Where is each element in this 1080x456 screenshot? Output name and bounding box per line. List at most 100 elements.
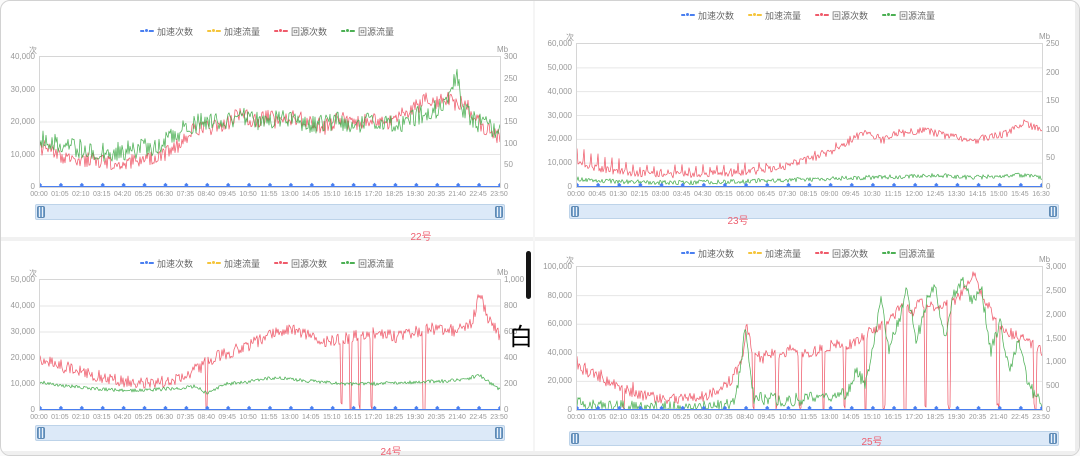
series-marker-diamond-icon bbox=[1018, 182, 1024, 187]
x-axis-tick: 06:00 bbox=[736, 191, 754, 198]
y-axis-unit-right: Mb bbox=[1039, 32, 1051, 41]
data-zoom-scrollbar[interactable] bbox=[35, 204, 505, 220]
series-marker-diamond-icon bbox=[142, 182, 147, 187]
legend-item-加速流量[interactable]: 加速流量 bbox=[206, 257, 260, 269]
series-marker-diamond-icon bbox=[680, 182, 685, 187]
y-axis-tick-right: 0 bbox=[504, 182, 509, 191]
legend-item-回源次数[interactable]: 回源次数 bbox=[274, 257, 327, 269]
legend-item-回源流量[interactable]: 回源流量 bbox=[882, 9, 935, 21]
series-marker-diamond-icon bbox=[891, 405, 897, 410]
series-marker-diamond-icon bbox=[659, 405, 664, 410]
series-line-回源流量 bbox=[40, 68, 500, 162]
legend-item-回源流量[interactable]: 回源流量 bbox=[341, 25, 394, 37]
data-zoom-scrollbar[interactable] bbox=[569, 204, 1059, 219]
x-axis-tick: 05:25 bbox=[134, 191, 153, 198]
x-axis-tick: 02:10 bbox=[72, 191, 90, 198]
legend-label: 加速流量 bbox=[223, 26, 260, 37]
annotation-character: 白 bbox=[509, 324, 533, 351]
series-line-回源次数 bbox=[40, 294, 500, 410]
y-axis-tick-right: 600 bbox=[504, 327, 518, 336]
y-axis-tick-right: 300 bbox=[504, 52, 518, 61]
x-axis-tick: 05:15 bbox=[715, 191, 733, 198]
legend-item-加速流量[interactable]: 加速流量 bbox=[747, 247, 801, 259]
y-axis-tick-right: 0 bbox=[1046, 405, 1051, 414]
y-axis-tick-left: 30,000 bbox=[10, 327, 35, 336]
y-axis-unit-left: 次 bbox=[29, 46, 37, 55]
series-marker-diamond-icon bbox=[743, 405, 749, 410]
series-marker-diamond-icon bbox=[435, 405, 440, 410]
x-axis-tick: 10:50 bbox=[239, 191, 257, 198]
series-marker-diamond-icon bbox=[163, 405, 168, 410]
series-line-回源流量 bbox=[577, 276, 1042, 410]
legend-item-回源次数[interactable]: 回源次数 bbox=[274, 25, 327, 37]
chart-legend: 加速次数 加速流量 回源次数 回源流量 bbox=[539, 247, 1077, 259]
legend-label: 加速次数 bbox=[697, 10, 734, 21]
scrollbar-handle-left[interactable] bbox=[37, 427, 45, 439]
chart-canvas bbox=[40, 294, 500, 410]
series-marker-diamond-icon bbox=[100, 405, 105, 410]
series-marker-diamond-icon bbox=[40, 182, 43, 187]
legend-item-加速次数[interactable]: 加速次数 bbox=[139, 257, 193, 269]
legend-item-加速次数[interactable]: 加速次数 bbox=[680, 9, 734, 21]
series-marker-diamond-icon bbox=[205, 182, 210, 187]
series-marker-diamond-icon bbox=[595, 182, 601, 187]
series-marker-diamond-icon bbox=[786, 405, 791, 410]
chart-panel-day-23: 加速次数 加速流量 回源次数 回源流量 次 Mb 23号 60,000 50,000 40… bbox=[539, 1, 1077, 235]
scrollbar-handle-right[interactable] bbox=[495, 427, 503, 439]
date-label: 25号 bbox=[861, 437, 883, 448]
chart-legend: 加速次数 加速流量 回源次数 回源流量 bbox=[539, 9, 1077, 21]
x-axis-tick: 22:45 bbox=[469, 191, 487, 198]
legend-item-回源次数[interactable]: 回源次数 bbox=[815, 247, 868, 259]
legend-label: 回源流量 bbox=[899, 10, 936, 21]
series-marker-diamond-icon bbox=[121, 182, 126, 187]
series-marker-diamond-icon bbox=[765, 405, 770, 410]
x-axis-tick: 20:35 bbox=[427, 414, 446, 421]
legend-label: 回源次数 bbox=[832, 10, 869, 21]
x-axis-tick: 06:30 bbox=[155, 191, 174, 198]
legend-marker-icon bbox=[747, 249, 762, 257]
scrollbar-handle-left[interactable] bbox=[571, 433, 579, 444]
series-marker-diamond-icon bbox=[288, 405, 294, 410]
x-axis-tick: 02:15 bbox=[630, 191, 649, 198]
y-axis-tick-left: 10,000 bbox=[10, 149, 35, 159]
legend-item-回源次数[interactable]: 回源次数 bbox=[815, 9, 868, 21]
x-axis-tick: 16:15 bbox=[343, 414, 362, 421]
x-axis-tick: 10:50 bbox=[778, 414, 797, 421]
scrollbar-handle-right[interactable] bbox=[495, 206, 503, 218]
y-axis-tick-right: 100 bbox=[504, 138, 518, 148]
scrollbar-handle-left[interactable] bbox=[37, 206, 45, 218]
y-axis-tick-right: 1,000 bbox=[1046, 357, 1067, 367]
legend-item-加速流量[interactable]: 加速流量 bbox=[747, 9, 801, 21]
y-axis-tick-left: 40,000 bbox=[10, 52, 35, 61]
series-marker-diamond-icon bbox=[638, 405, 643, 410]
legend-item-回源流量[interactable]: 回源流量 bbox=[882, 247, 935, 259]
y-axis-tick-left: 40,000 bbox=[10, 301, 35, 310]
series-marker-diamond-icon bbox=[372, 182, 377, 187]
scrollbar-handle-left[interactable] bbox=[571, 206, 579, 217]
data-zoom-scrollbar[interactable] bbox=[569, 431, 1059, 446]
x-axis-tick: 07:35 bbox=[176, 191, 195, 198]
y-axis-tick-left: 50,000 bbox=[10, 275, 35, 284]
scrollbar-handle-right[interactable] bbox=[1049, 433, 1057, 444]
legend-item-加速次数[interactable]: 加速次数 bbox=[680, 247, 734, 259]
scrollbar-handle-right[interactable] bbox=[1049, 206, 1057, 217]
chart-canvas bbox=[577, 271, 1042, 410]
series-marker-diamond-icon bbox=[786, 182, 791, 187]
x-axis-tick: 09:45 bbox=[842, 191, 860, 198]
data-zoom-scrollbar[interactable] bbox=[35, 425, 505, 441]
series-marker-diamond-icon bbox=[577, 405, 580, 410]
legend-label: 回源流量 bbox=[899, 248, 936, 259]
legend-item-回源流量[interactable]: 回源流量 bbox=[341, 257, 394, 269]
series-marker-diamond-icon bbox=[912, 182, 918, 187]
series-marker-diamond-icon bbox=[309, 405, 315, 410]
legend-label: 回源流量 bbox=[358, 258, 395, 269]
legend-marker-icon bbox=[815, 11, 829, 19]
legend-marker-icon bbox=[680, 249, 695, 257]
legend-item-加速流量[interactable]: 加速流量 bbox=[206, 25, 260, 37]
series-marker-diamond-icon bbox=[828, 405, 833, 410]
y-axis-unit-left: 次 bbox=[29, 269, 37, 278]
y-axis-tick-left: 40,000 bbox=[547, 86, 572, 96]
legend-item-加速次数[interactable]: 加速次数 bbox=[139, 25, 193, 37]
series-marker-diamond-icon bbox=[225, 182, 231, 187]
series-marker-diamond-icon bbox=[58, 182, 64, 187]
